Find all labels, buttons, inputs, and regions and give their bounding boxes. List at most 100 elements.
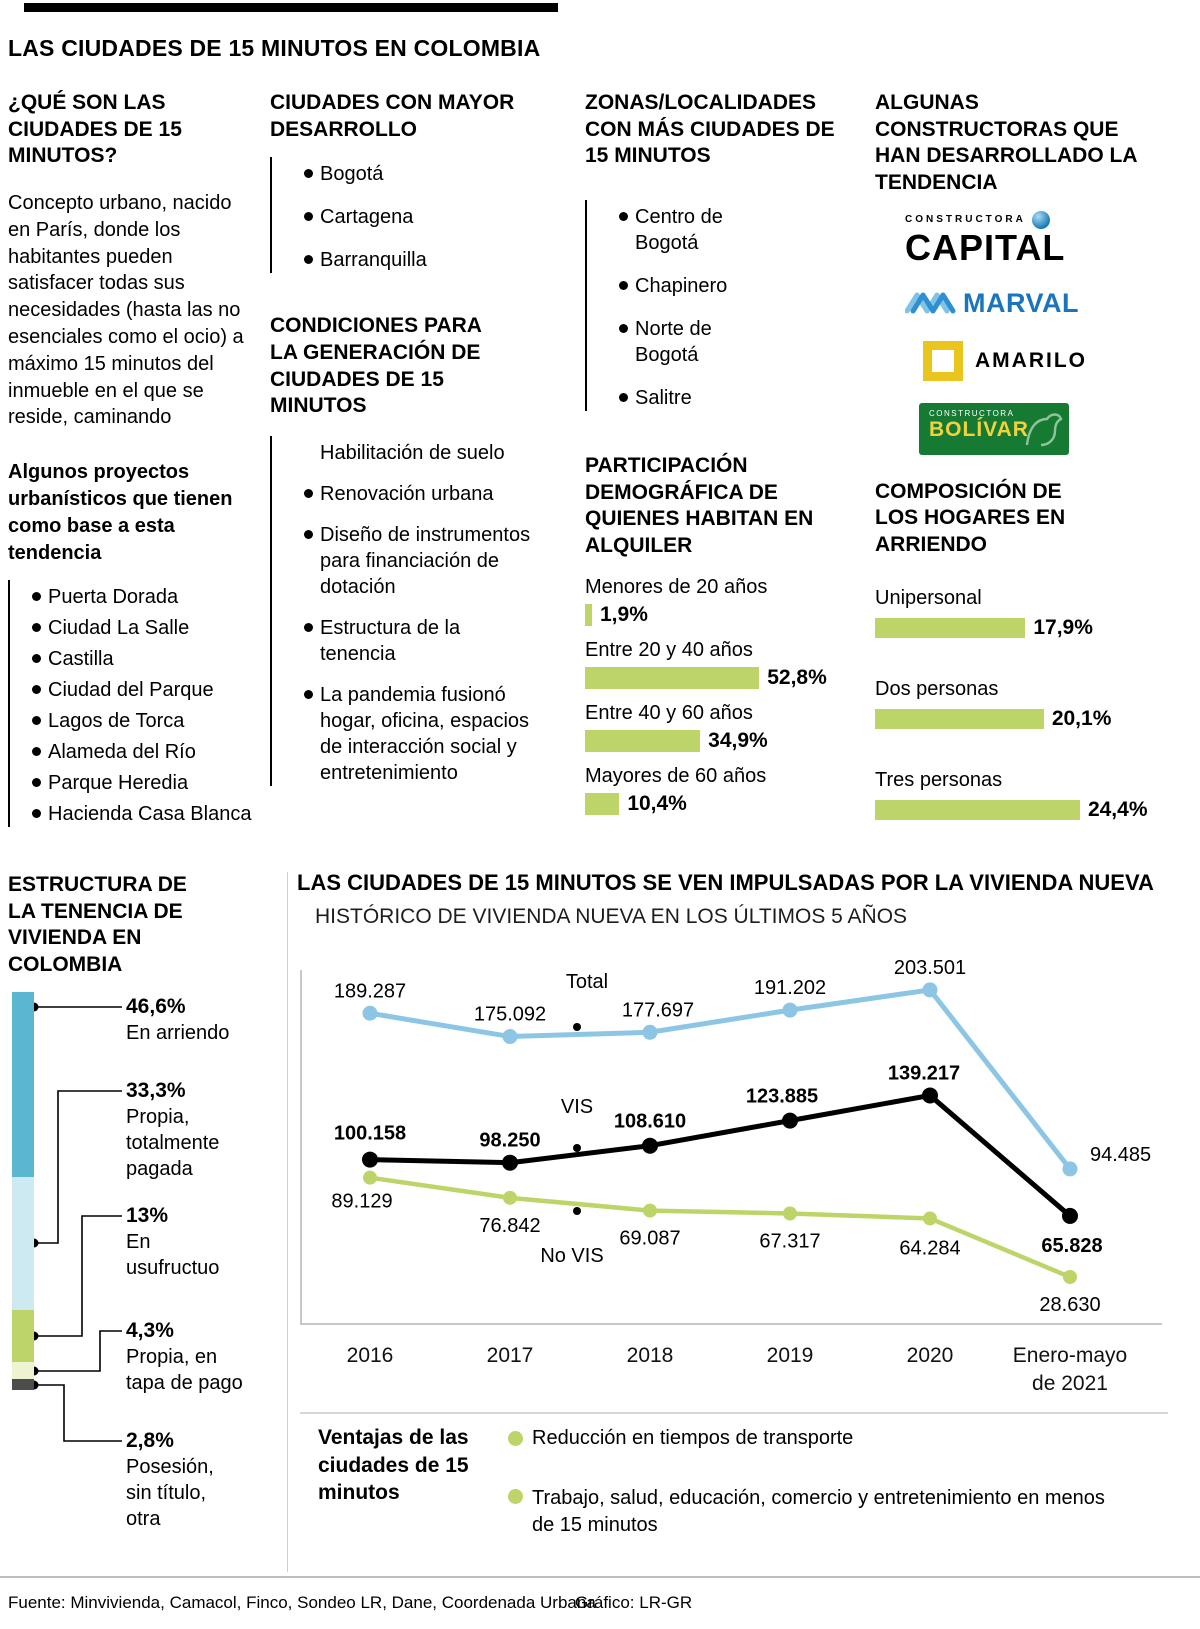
list-item: Castilla	[10, 646, 260, 672]
marval-logo: MARVAL	[905, 288, 1140, 319]
column-development: CIUDADES CON MAYOR DESARROLLO Bogotá Car…	[270, 90, 558, 801]
bar-label: Entre 20 y 40 años	[585, 638, 753, 661]
chart-title: LAS CIUDADES DE 15 MINUTOS SE VEN IMPULS…	[297, 870, 1154, 895]
bolivar-wordmark: BOLÍVAR	[929, 417, 1029, 441]
tenure-title: ESTRUCTURA DE LA TENENCIA DE VIVIENDA EN…	[8, 873, 187, 976]
tenure-label: 46,6% En arriendo	[126, 994, 278, 1046]
list-item: Norte de Bogotá	[587, 316, 747, 368]
what-title: ¿QUÉ SON LAS CIUDADES DE 15 MINUTOS?	[8, 91, 182, 168]
list-item: Ciudad del Parque	[10, 677, 260, 703]
segment-desc: En arriendo	[126, 1022, 230, 1044]
advantages-title: Ventajas de las ciudades de 15 minutos	[318, 1426, 469, 1505]
amarilo-square-icon	[923, 340, 963, 381]
bar-label: Tres personas	[875, 768, 1003, 791]
tenure-stacked-bar	[12, 992, 34, 1390]
bar	[585, 729, 701, 752]
demographic-row: Menores de 20 años 1,9%	[585, 576, 867, 627]
svg-text:de 2021: de 2021	[1032, 1372, 1108, 1395]
list-item: La pandemia fusionó hogar, oficina, espa…	[272, 682, 542, 786]
list-item: Ciudad La Salle	[10, 615, 260, 641]
svg-text:189.287: 189.287	[334, 980, 406, 1002]
segment-value: 13%	[126, 1204, 169, 1227]
bolivar-badge: CONSTRUCTORA BOLÍVAR	[919, 402, 1069, 455]
capital-sphere-icon	[1031, 210, 1050, 229]
households-title: COMPOSICIÓN DE LOS HOGARES EN ARRIENDO	[875, 479, 1066, 556]
svg-text:2016: 2016	[347, 1344, 394, 1367]
svg-text:2019: 2019	[767, 1344, 814, 1367]
svg-text:94.485: 94.485	[1090, 1144, 1151, 1166]
svg-text:108.610: 108.610	[614, 1111, 686, 1133]
column-what: ¿QUÉ SON LAS CIUDADES DE 15 MINUTOS? Con…	[8, 90, 260, 832]
vertical-divider	[287, 872, 288, 1572]
svg-text:100.158: 100.158	[334, 1123, 406, 1145]
footer-source: Fuente: Minvivienda, Camacol, Finco, Son…	[8, 1593, 596, 1612]
segment-desc: Propia, totalmente pagada	[126, 1106, 220, 1180]
tenure-segment	[12, 992, 34, 1178]
svg-text:175.092: 175.092	[474, 1004, 546, 1026]
bar-value: 1,9%	[600, 602, 648, 626]
svg-text:64.284: 64.284	[899, 1237, 960, 1259]
bar-value: 10,4%	[627, 791, 687, 815]
segment-value: 46,6%	[126, 995, 186, 1018]
conditions-title: CONDICIONES PARA LA GENERACIÓN DE CIUDAD…	[270, 314, 482, 418]
tenure-segment	[12, 1309, 34, 1362]
list-item: Chapinero	[587, 273, 767, 299]
bar-value: 24,4%	[1087, 797, 1148, 821]
bar-label: Unipersonal	[875, 586, 982, 609]
bolivar-small-text: CONSTRUCTORA	[929, 408, 1015, 418]
svg-text:Enero-mayo: Enero-mayo	[1013, 1344, 1127, 1367]
svg-text:76.842: 76.842	[479, 1215, 540, 1237]
svg-text:98.250: 98.250	[479, 1130, 540, 1152]
list-item: Renovación urbana	[272, 481, 558, 507]
list-item: Cartagena	[272, 204, 558, 230]
svg-text:123.885: 123.885	[746, 1086, 818, 1108]
constructora-capital-logo: CONSTRUCTORA CAPITAL	[905, 210, 1140, 268]
tenure-segment	[12, 1378, 34, 1390]
segment-desc: En usufructuo	[126, 1231, 220, 1279]
demographic-row: Mayores de 60 años 10,4%	[585, 765, 867, 816]
footer-divider	[0, 1576, 1200, 1578]
tenure-label: 13% En usufructuo	[126, 1203, 278, 1281]
list-item: Diseño de instrumentos para financiación…	[272, 522, 540, 600]
bar-value: 20,1%	[1051, 706, 1112, 730]
development-title: CIUDADES CON MAYOR DESARROLLO	[270, 91, 515, 141]
tenure-label: 2,8% Posesión, sin título, otra	[126, 1428, 278, 1532]
marval-wordmark: MARVAL	[963, 287, 1079, 318]
household-row: Unipersonal 17,9%	[875, 587, 1175, 640]
segment-value: 2,8%	[126, 1429, 174, 1452]
zones-list: Centro de Bogotá Chapinero Norte de Bogo…	[585, 199, 867, 411]
tenure-segment	[12, 1177, 34, 1310]
svg-text:139.217: 139.217	[888, 1062, 960, 1084]
constructora-bolivar-logo: CONSTRUCTORA BOLÍVAR	[919, 402, 1140, 455]
bar-label: Mayores de 60 años	[585, 764, 767, 787]
household-row: Tres personas 24,4%	[875, 769, 1175, 822]
svg-text:203.501: 203.501	[894, 957, 966, 979]
list-item: Barranquilla	[272, 247, 558, 273]
list-item: Hacienda Casa Blanca	[10, 801, 260, 827]
svg-text:VIS: VIS	[561, 1096, 593, 1118]
amarilo-wordmark: AMARILO	[975, 348, 1087, 372]
builder-logos: CONSTRUCTORA CAPITAL MARVAL AMARILO CONS…	[905, 210, 1140, 455]
bar-value: 52,8%	[767, 665, 827, 689]
top-accent-bar	[24, 3, 558, 12]
bar	[585, 603, 592, 626]
advantage-item: Trabajo, salud, educación, comercio y en…	[532, 1487, 1105, 1536]
list-item: Alameda del Río	[10, 739, 260, 765]
segment-desc: Propia, en tapa de pago	[126, 1346, 243, 1394]
capital-small-text: CONSTRUCTORA	[905, 214, 1026, 226]
bar	[585, 792, 620, 815]
svg-text:67.317: 67.317	[759, 1230, 820, 1252]
list-item: Parque Heredia	[10, 770, 260, 796]
conditions-list: Habilitación de suelo Renovación urbana …	[270, 435, 558, 786]
tenure-label: 33,3% Propia, totalmente pagada	[126, 1078, 278, 1182]
capital-wordmark: CAPITAL	[905, 226, 1066, 268]
projects-title: Algunos proyectos urbanísticos que tiene…	[8, 461, 233, 564]
housing-line-chart: 189.287 175.092 177.697 191.202 203.501 94.48…	[300, 957, 1162, 1395]
segment-desc: Posesión, sin título, otra	[126, 1456, 214, 1530]
bullet-dot-icon	[508, 1431, 523, 1446]
bolivar-horse-icon	[1025, 412, 1063, 446]
svg-text:2020: 2020	[907, 1344, 954, 1367]
bar	[875, 708, 1044, 729]
svg-text:89.129: 89.129	[331, 1191, 392, 1213]
